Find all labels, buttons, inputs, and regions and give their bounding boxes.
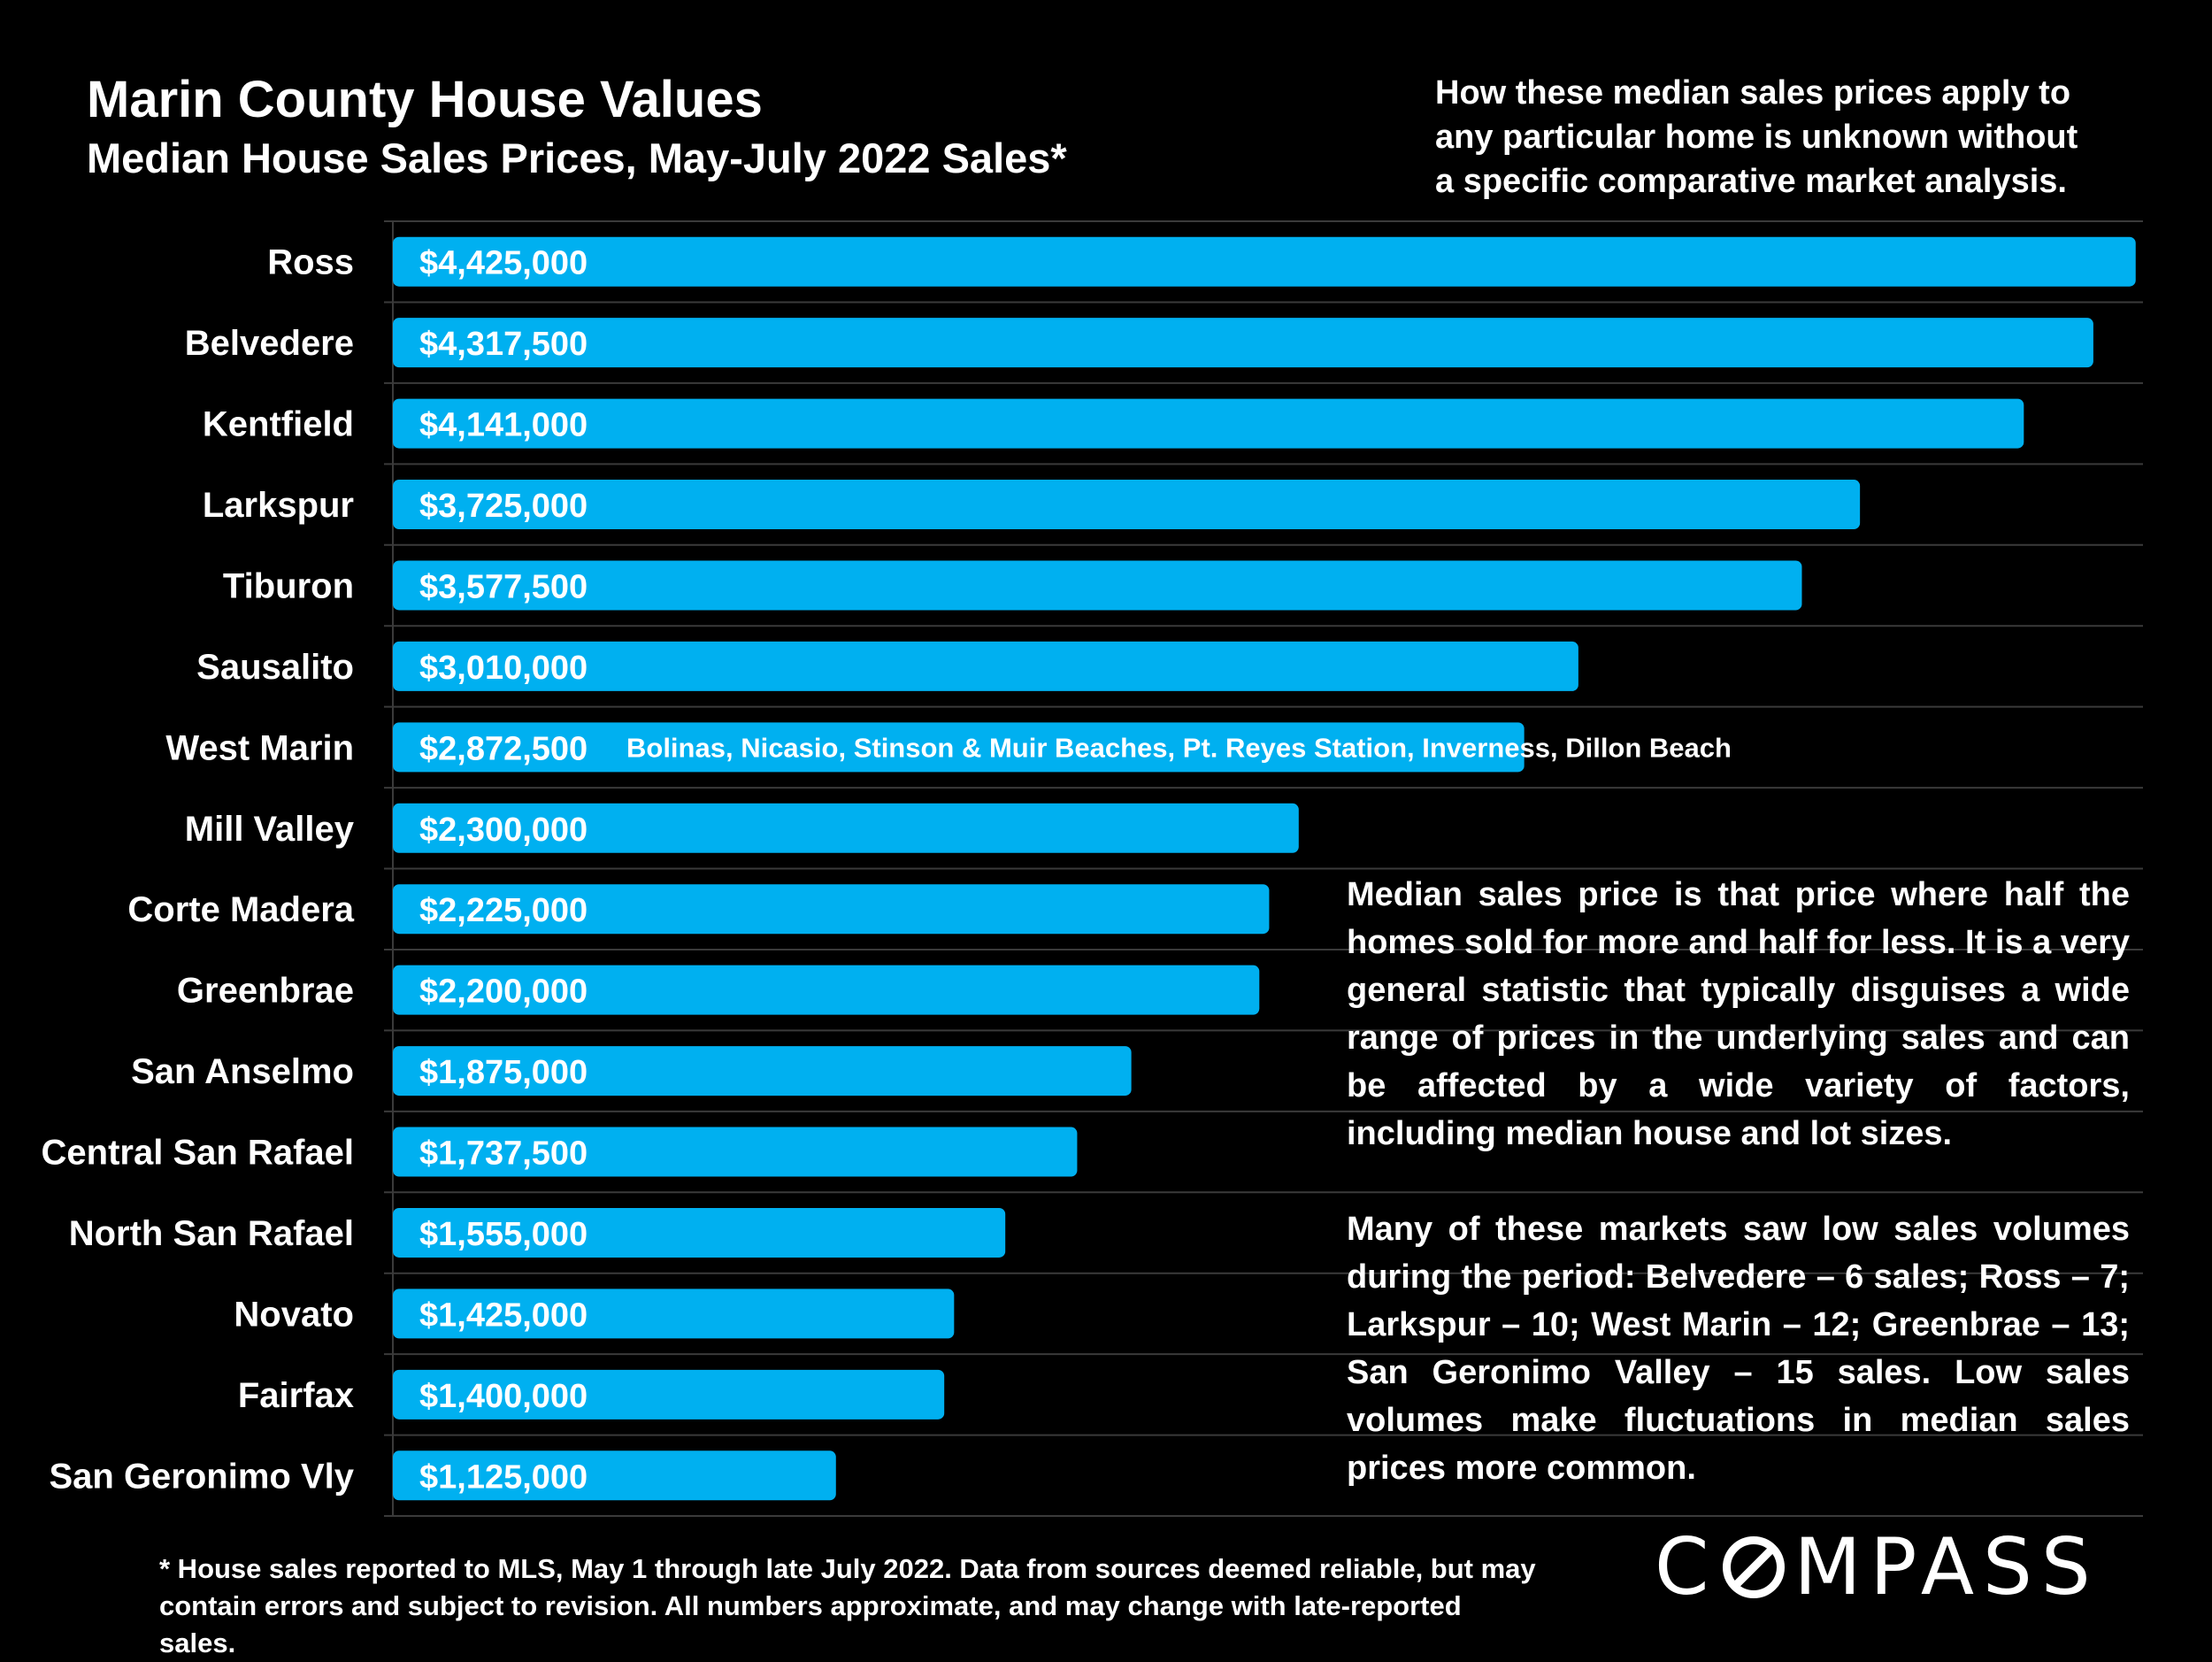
category-label: San Geronimo Vly [49,1457,354,1496]
data-label: $2,225,000 [419,892,588,929]
data-label: $4,425,000 [419,245,588,282]
category-label: Fairfax [238,1376,354,1415]
logo-letters-mpass: MPASS [1793,1521,2100,1612]
bar [393,965,1260,1015]
logo-o-icon [1723,1536,1786,1598]
category-label: Kentfield [203,405,354,444]
disclaimer-note: How these median sales prices apply to a… [1435,74,2078,200]
bar [393,480,1861,530]
median-explanation-text: Median sales price is that price where h… [1347,876,2130,1152]
bar [393,560,1802,611]
bar [393,236,2136,287]
category-label: Central San Rafael [42,1134,354,1173]
bar [393,1127,1078,1177]
category-label: Belvedere [185,324,354,363]
bar [393,1207,1006,1258]
data-label: $3,577,500 [419,568,588,605]
data-label: $2,872,500 [419,730,588,767]
data-label: $1,425,000 [419,1297,588,1334]
data-label: $3,010,000 [419,650,588,687]
footnote: * House sales reported to MLS, May 1 thr… [159,1553,1536,1658]
data-label: $1,400,000 [419,1378,588,1415]
bar-annotation: Bolinas, Nicasio, Stinson & Muir Beaches… [626,732,1732,763]
data-label: $4,141,000 [419,407,588,444]
category-label: Tiburon [223,566,354,605]
data-label: $2,200,000 [419,973,588,1011]
bar [393,803,1299,853]
bar [393,1450,836,1501]
bar [393,1046,1132,1096]
category-label: San Anselmo [131,1052,354,1091]
low-volume-note-text: Many of these markets saw low sales volu… [1347,1211,2130,1487]
bar [393,318,2093,368]
bar [393,884,1270,935]
data-label: $2,300,000 [419,812,588,849]
data-label: $1,125,000 [419,1458,588,1496]
category-label: Novato [234,1295,354,1334]
category-label: West Marin [165,728,354,767]
data-label: $4,317,500 [419,326,588,363]
bar [393,1289,955,1339]
category-label: Corte Madera [127,890,354,929]
category-label: North San Rafael [69,1214,354,1253]
chart-title: Marin County House Values [87,71,763,128]
bar [393,1369,945,1420]
data-label: $3,725,000 [419,488,588,525]
logo-letter-c: C [1655,1521,1718,1612]
bar [393,722,1525,773]
category-label: Larkspur [203,486,354,525]
data-label: $1,555,000 [419,1216,588,1253]
bar [393,641,1578,691]
category-label: Ross [267,243,354,282]
category-label: Greenbrae [177,972,354,1011]
data-label: $1,875,000 [419,1054,588,1091]
category-label: Mill Valley [185,810,355,849]
chart-subtitle: Median House Sales Prices, May-July 2022… [87,135,1067,181]
category-label: Sausalito [196,648,354,687]
bar [393,398,2024,449]
data-label: $1,737,500 [419,1135,588,1173]
compass-logo: C MPASS [1655,1528,2100,1606]
